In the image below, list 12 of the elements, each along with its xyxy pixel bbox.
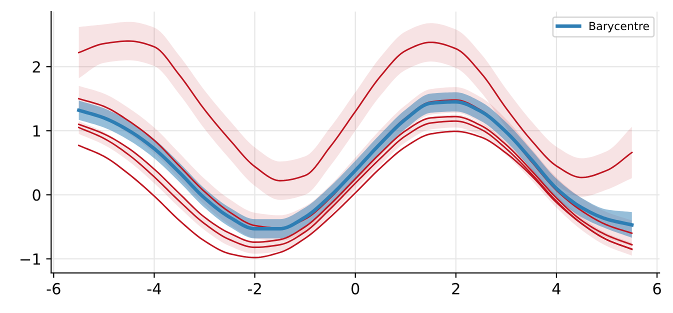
x-tick-label: 4 — [552, 283, 560, 294]
x-tick-label: 6 — [653, 282, 661, 294]
x-tick-label: -2 — [248, 282, 261, 294]
y-tick-label: 1 — [33, 125, 40, 137]
y-tick-label: 2 — [32, 61, 40, 72]
y-tick-label: 0 — [32, 189, 40, 201]
x-tick-label: -4 — [147, 283, 161, 294]
x-tick-label: -6 — [46, 282, 60, 294]
legend-label: Barycentre — [590, 22, 649, 32]
y-tick-label: −1 — [20, 254, 40, 265]
x-tick-label: 0 — [351, 282, 360, 294]
x-tick-label: 2 — [452, 282, 460, 294]
